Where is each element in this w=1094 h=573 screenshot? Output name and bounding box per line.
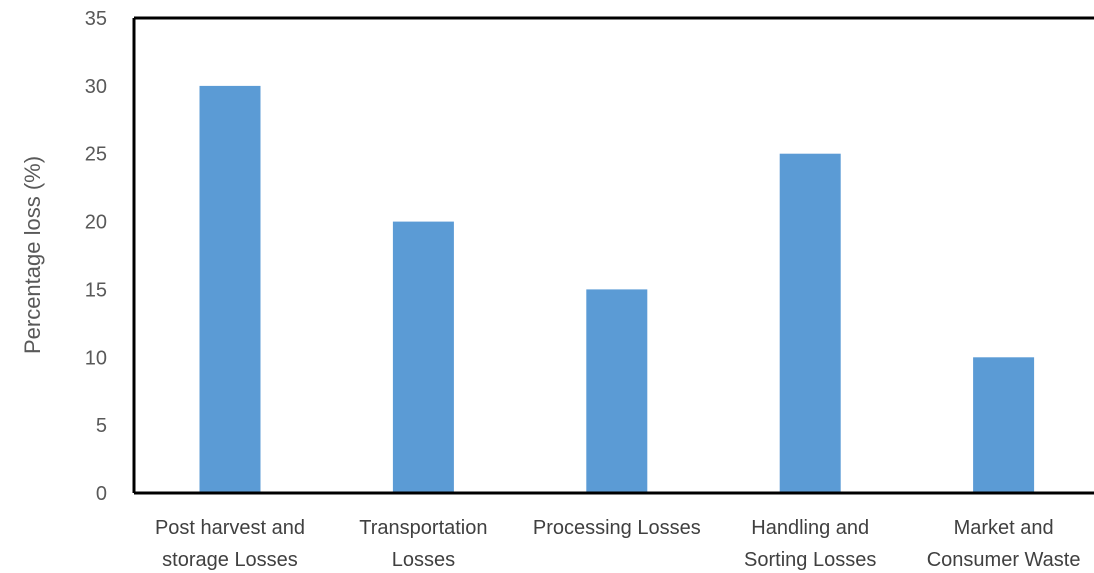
- y-tick-label: 0: [96, 483, 107, 505]
- x-category-label-line: storage Losses: [162, 549, 298, 571]
- x-category-label: Transportation Losses: [359, 517, 487, 571]
- x-category-label-line: Handling and: [751, 517, 869, 539]
- bar-2: [586, 289, 648, 493]
- bars-group: [199, 85, 1035, 494]
- y-tick-label: 30: [85, 76, 107, 98]
- x-category-label-line: Transportation: [359, 517, 487, 539]
- x-category-label-line: Consumer Waste: [927, 549, 1081, 571]
- bar-3: [779, 153, 841, 493]
- x-category-label: Processing Losses: [533, 517, 701, 539]
- y-tick-label: 25: [85, 144, 107, 166]
- x-category-label-line: Market and: [954, 517, 1054, 539]
- bar-4: [973, 357, 1035, 493]
- x-category-label-line: Sorting Losses: [744, 549, 876, 571]
- y-axis-title: Percentage loss (%): [20, 156, 45, 354]
- x-category-labels: Post harvest and storage Losses Transporta…: [155, 517, 1081, 571]
- axes-frame: [132, 16, 1094, 495]
- x-category-label-line: Post harvest and: [155, 517, 305, 539]
- bar-0: [199, 85, 261, 494]
- y-tick-label: 20: [85, 212, 107, 234]
- x-category-label: Handling and Sorting Losses: [744, 517, 876, 571]
- x-category-label: Market and Consumer Waste: [927, 517, 1081, 571]
- y-tick-labels: 0 5 10 15 20 25 30 35: [85, 8, 107, 505]
- y-tick-label: 5: [96, 415, 107, 437]
- y-tick-label: 35: [85, 8, 107, 30]
- bar-1: [392, 221, 454, 493]
- x-category-label-line: Losses: [392, 549, 455, 571]
- y-tick-label: 10: [85, 347, 107, 369]
- x-category-label-line: Processing Losses: [533, 517, 701, 539]
- x-category-label: Post harvest and storage Losses: [155, 517, 305, 571]
- y-tick-label: 15: [85, 279, 107, 301]
